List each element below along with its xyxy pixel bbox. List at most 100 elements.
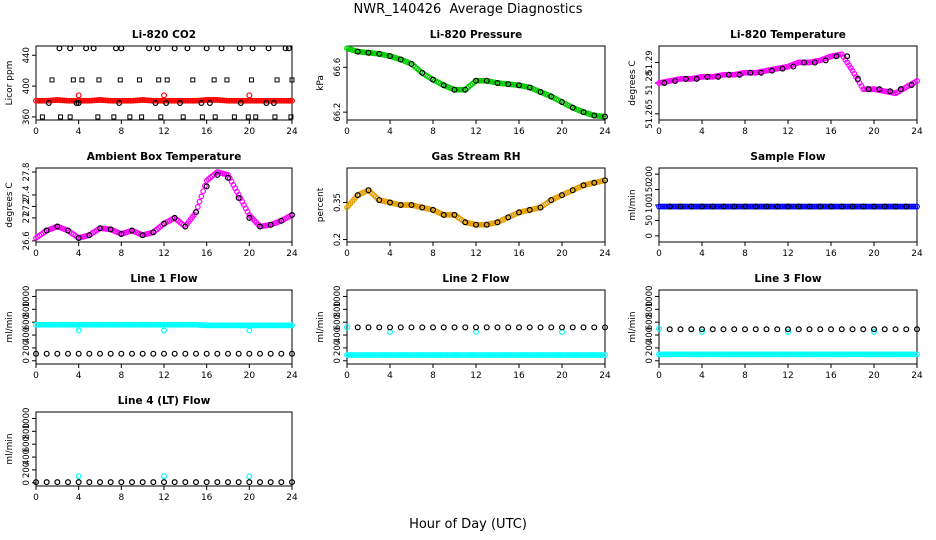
data-point (221, 322, 228, 329)
data-point (715, 73, 722, 80)
data-point (90, 45, 97, 52)
data-point (896, 203, 902, 210)
data-point (54, 350, 61, 357)
data-point (283, 97, 290, 104)
data-point (387, 199, 394, 206)
data-point (446, 352, 453, 358)
data-point (171, 321, 178, 328)
data-point (596, 352, 603, 358)
data-point (351, 352, 358, 358)
y-tick-label: 800 (333, 301, 343, 317)
data-point (372, 352, 379, 358)
data-point (257, 322, 263, 329)
x-tick-label: 24 (286, 493, 298, 503)
data-point (704, 203, 711, 210)
data-point (199, 114, 205, 120)
data-point (878, 203, 885, 210)
data-point (98, 321, 105, 328)
data-point (246, 97, 253, 104)
y-axis-label: kPa (316, 75, 326, 91)
data-point (405, 352, 411, 358)
data-point (870, 203, 877, 210)
x-tick-label: 12 (158, 127, 169, 137)
data-point (663, 351, 670, 358)
data-point (163, 100, 170, 107)
data-point (169, 97, 176, 104)
data-point (867, 203, 874, 210)
data-point (602, 352, 608, 358)
data-point (354, 324, 361, 331)
data-point (161, 321, 167, 328)
data-point (763, 351, 770, 358)
data-point (116, 321, 123, 328)
data-point (838, 326, 845, 333)
data-point (803, 351, 809, 358)
data-point (822, 351, 829, 358)
data-point (125, 321, 132, 328)
data-point (858, 351, 865, 358)
data-point (697, 351, 704, 358)
data-point (194, 204, 201, 210)
data-point (289, 350, 296, 357)
data-point (530, 352, 537, 358)
data-point (64, 350, 71, 357)
data-point (235, 350, 242, 357)
data-point (168, 321, 175, 328)
data-point (453, 352, 460, 358)
data-point (853, 203, 859, 210)
x-tick-label: 0 (33, 493, 39, 503)
data-point (244, 97, 251, 104)
x-tick-label: 20 (556, 127, 568, 137)
data-point (910, 351, 917, 358)
data-point (289, 322, 295, 329)
data-point (207, 97, 214, 103)
data-point (751, 351, 757, 358)
data-point (790, 63, 797, 70)
data-point (881, 203, 888, 210)
data-point (752, 351, 759, 358)
data-point (241, 322, 247, 329)
x-tick-label: 0 (33, 127, 39, 137)
y-tick-label: 1000 (22, 286, 32, 308)
data-point (473, 324, 480, 331)
data-point (883, 351, 890, 358)
x-tick-label: 16 (201, 493, 213, 503)
y-tick-label: 0 (22, 480, 32, 485)
data-point (559, 352, 565, 358)
y-tick-label: 51.29 (645, 50, 655, 74)
y-tick-label: 600 (333, 314, 343, 330)
y-tick-label: 0.35 (333, 193, 343, 212)
data-point (231, 114, 237, 120)
y-tick-label: 27.2 (22, 197, 32, 216)
data-point (267, 479, 274, 486)
data-point (494, 219, 501, 226)
data-point (670, 351, 677, 358)
data-point (118, 230, 125, 237)
data-point (43, 321, 50, 328)
data-point (205, 97, 212, 103)
data-point (45, 100, 52, 107)
data-point (523, 352, 530, 358)
chart-panel-10: Line 4 (LT) Flow ml/min 0 4 8 12 16 20 24 0 200400… (5, 395, 298, 503)
y-tick-label: 150 (645, 181, 655, 197)
data-point (462, 352, 469, 358)
data-point (908, 203, 915, 210)
x-tick-label: 24 (911, 249, 923, 259)
data-point (118, 321, 125, 328)
data-point (129, 321, 135, 328)
data-point (264, 322, 271, 329)
y-tick-label: 0 (22, 358, 32, 363)
data-point (150, 479, 157, 486)
data-point (278, 350, 285, 357)
data-point (83, 45, 90, 52)
data-point (448, 211, 454, 218)
data-point (767, 351, 773, 358)
data-point (66, 321, 73, 328)
data-point (914, 78, 920, 84)
data-point (150, 229, 157, 236)
data-point (75, 350, 82, 357)
data-point (899, 203, 906, 210)
data-point (548, 197, 555, 204)
y-tick-label: 66.6 (333, 58, 343, 77)
y-tick-label: 400 (22, 78, 32, 94)
